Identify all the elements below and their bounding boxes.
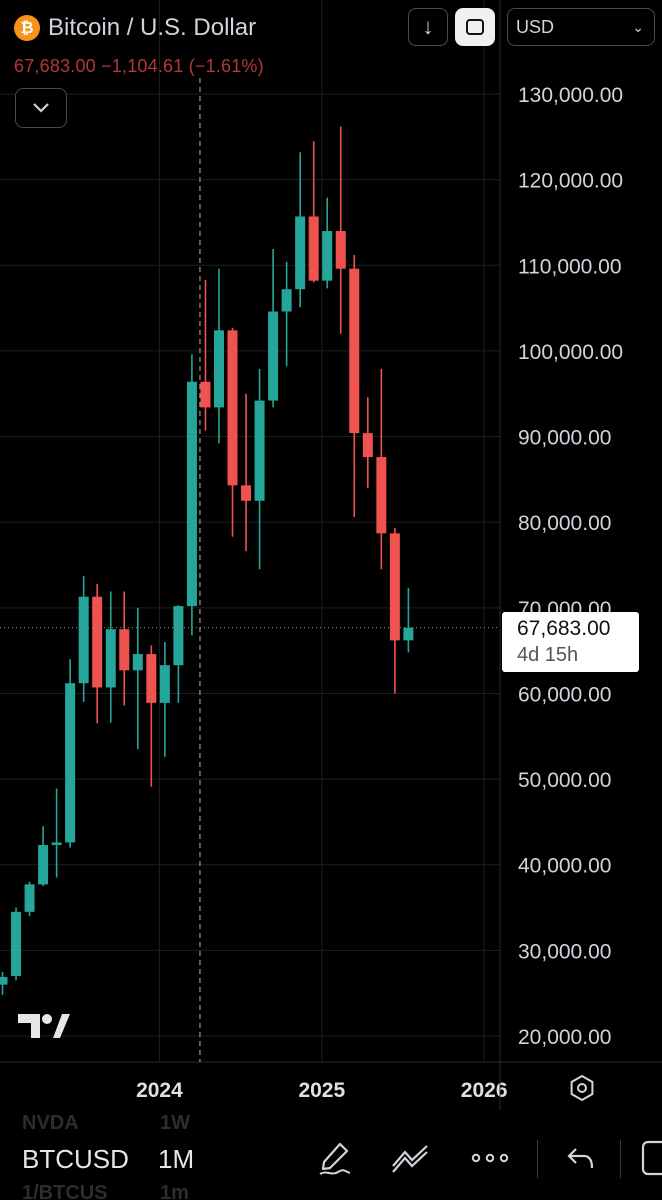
toolbar-divider bbox=[620, 1140, 621, 1178]
download-button[interactable]: ↓ bbox=[408, 8, 448, 46]
candle-body bbox=[92, 596, 103, 688]
candle-body bbox=[0, 976, 8, 985]
currency-value: USD bbox=[516, 16, 555, 37]
fullscreen-icon[interactable] bbox=[640, 1140, 662, 1176]
currency-select[interactable]: USD ⌄ bbox=[507, 8, 655, 46]
arrow-down-icon: ↓ bbox=[422, 14, 434, 39]
more-icon[interactable] bbox=[470, 1150, 510, 1166]
candle-body bbox=[362, 433, 373, 458]
candle-body bbox=[105, 629, 116, 688]
candle-body bbox=[159, 665, 170, 703]
x-axis-tick-label: 2026 bbox=[461, 1079, 508, 1102]
candle-body bbox=[322, 231, 333, 281]
candle-body bbox=[38, 845, 49, 885]
watchlist-next-symbol: 1/BTCUS bbox=[22, 1182, 108, 1200]
chart-settings-icon[interactable] bbox=[568, 1074, 596, 1102]
candle-body bbox=[132, 654, 143, 671]
candle-body bbox=[295, 216, 306, 290]
collapse-legend-button[interactable] bbox=[15, 88, 67, 128]
candle-body bbox=[119, 629, 130, 671]
y-axis-tick-label: 130,000.00 bbox=[518, 84, 623, 107]
symbol-header[interactable]: ₿ Bitcoin / U.S. Dollar bbox=[14, 14, 256, 42]
last-price-tag: 67,683.00 4d 15h bbox=[502, 612, 639, 672]
candle-body bbox=[146, 654, 157, 703]
chevron-down-icon: ⌄ bbox=[632, 18, 644, 35]
watchlist-prev-symbol: NVDA bbox=[22, 1112, 79, 1134]
change-percent: (−1.61%) bbox=[188, 56, 264, 76]
chevron-down-icon bbox=[33, 103, 49, 113]
candle-body bbox=[213, 330, 224, 408]
price-chart[interactable]: 130,000.00 120,000.00 110,000.00 100,000.00… bbox=[0, 0, 662, 1110]
watchlist-prev-interval: 1W bbox=[160, 1112, 190, 1134]
draw-pen-icon[interactable] bbox=[314, 1138, 354, 1178]
candle-body bbox=[173, 606, 184, 666]
price-tag-value: 67,683.00 bbox=[517, 617, 611, 640]
candle-body bbox=[11, 911, 22, 977]
y-axis-tick-label: 90,000.00 bbox=[518, 427, 611, 450]
candle-body bbox=[403, 627, 414, 641]
change-value: −1,104.61 bbox=[101, 56, 184, 76]
symbol-selector[interactable]: BTCUSD bbox=[22, 1144, 129, 1174]
candle-body bbox=[268, 311, 279, 401]
candle-body bbox=[308, 216, 319, 281]
candle-body bbox=[24, 884, 35, 912]
bitcoin-icon: ₿ bbox=[14, 15, 40, 41]
interval-selector[interactable]: 1M bbox=[158, 1144, 195, 1174]
last-price: 67,683.00 bbox=[14, 56, 96, 76]
y-axis-tick-label: 30,000.00 bbox=[518, 940, 611, 963]
candle-body bbox=[349, 268, 360, 434]
fullscreen-button[interactable] bbox=[455, 8, 495, 46]
candle-body bbox=[241, 485, 252, 501]
symbol-title: Bitcoin / U.S. Dollar bbox=[48, 14, 257, 41]
y-axis-tick-label: 50,000.00 bbox=[518, 769, 611, 792]
candle-body bbox=[227, 330, 238, 486]
price-change-line: 67,683.00 −1,104.61 (−1.61%) bbox=[14, 56, 264, 77]
candle-body bbox=[51, 842, 62, 846]
tradingview-logo bbox=[18, 1014, 70, 1038]
y-axis-tick-label: 20,000.00 bbox=[518, 1026, 611, 1049]
y-axis-tick-label: 100,000.00 bbox=[518, 341, 623, 364]
candle-body bbox=[186, 381, 197, 607]
undo-icon[interactable] bbox=[566, 1144, 596, 1172]
candle-body bbox=[389, 533, 400, 641]
toolbar-divider bbox=[537, 1140, 538, 1178]
y-axis-tick-label: 40,000.00 bbox=[518, 855, 611, 878]
y-axis-tick-label: 60,000.00 bbox=[518, 683, 611, 706]
fullscreen-icon bbox=[466, 19, 484, 35]
y-axis-tick-label: 110,000.00 bbox=[518, 255, 622, 278]
candle-body bbox=[335, 231, 346, 269]
x-axis-tick-label: 2024 bbox=[136, 1079, 183, 1102]
candle-body bbox=[78, 596, 89, 684]
candle-body bbox=[281, 289, 292, 312]
candle-body bbox=[254, 400, 265, 501]
price-tag-countdown: 4d 15h bbox=[517, 644, 579, 666]
y-axis-tick-label: 80,000.00 bbox=[518, 512, 611, 535]
x-axis-tick-label: 2025 bbox=[298, 1079, 345, 1102]
candle-body bbox=[376, 457, 387, 534]
y-axis-tick-label: 120,000.00 bbox=[518, 170, 623, 193]
candle-body bbox=[200, 381, 211, 408]
trendline-icon[interactable] bbox=[390, 1140, 432, 1176]
candle-body bbox=[65, 683, 76, 843]
watchlist-next-interval: 1m bbox=[160, 1182, 189, 1200]
